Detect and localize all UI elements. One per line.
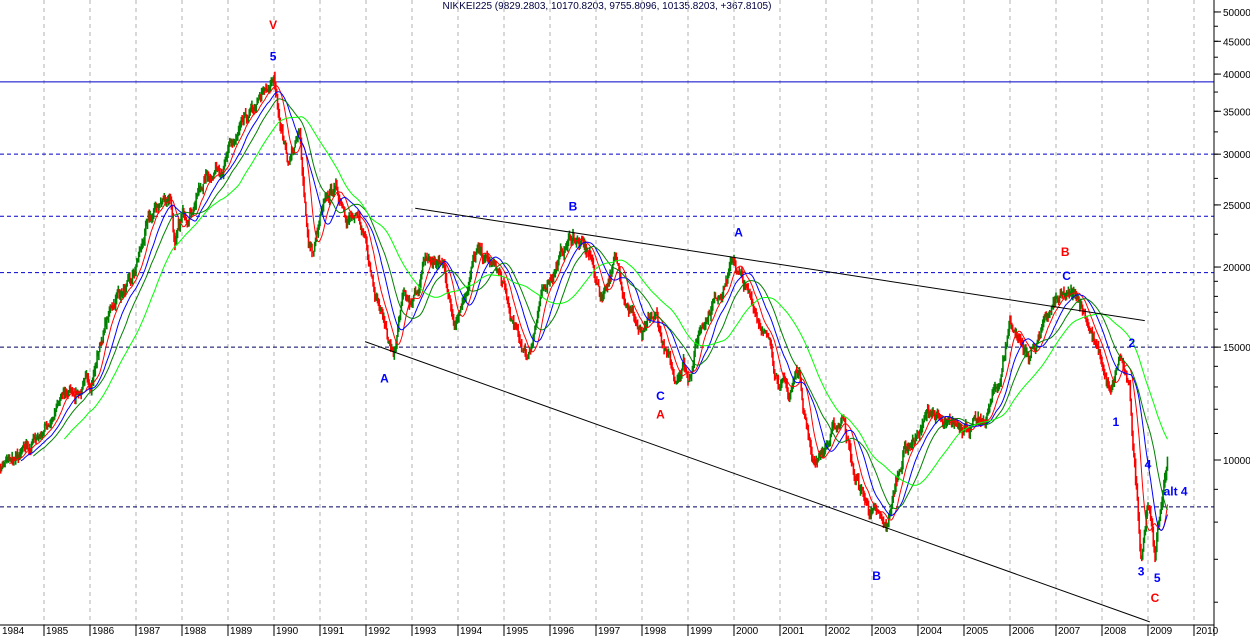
x-tick-label: 2006: [1012, 626, 1035, 636]
x-tick-label: 1999: [690, 626, 713, 636]
wave-label: B: [1061, 245, 1070, 259]
y-tick-label: 20000: [1223, 263, 1250, 274]
x-tick-label: 1991: [322, 626, 345, 636]
x-tick-label: 2008: [1104, 626, 1127, 636]
chart-title: NIKKEI225 (9829.2803, 10170.8203, 9755.8…: [442, 1, 772, 12]
trendline-upper: [415, 207, 1145, 322]
y-tick-label: 45000: [1223, 37, 1250, 48]
wave-label: V: [269, 18, 277, 32]
wave-label: 1: [1112, 415, 1119, 429]
wave-label: C: [1062, 269, 1071, 283]
wave-label: A: [656, 408, 665, 422]
x-tick-label: 2004: [920, 626, 943, 636]
wave-label: B: [872, 569, 881, 583]
y-tick-label: 35000: [1223, 107, 1250, 118]
x-tick-label: 2001: [782, 626, 805, 636]
wave-label: 5: [1154, 571, 1161, 585]
wave-label: alt 4: [1164, 485, 1188, 499]
x-tick-label: 1992: [368, 626, 391, 636]
x-tick-label: 2000: [736, 626, 759, 636]
x-tick-label: 1985: [46, 626, 69, 636]
x-tick-label: 1984: [2, 626, 25, 636]
wave-label: 5: [270, 49, 277, 63]
wave-label: C: [656, 389, 665, 403]
x-tick-label: 1990: [276, 626, 299, 636]
x-tick-label: 2002: [828, 626, 851, 636]
moving-average-line: [63, 116, 1168, 486]
trendline-lower: [364, 341, 1151, 623]
x-tick-label: 2007: [1058, 626, 1081, 636]
x-tick-label: 1993: [414, 626, 437, 636]
x-tick-label: 1998: [644, 626, 667, 636]
moving-averages: [9, 85, 1168, 532]
x-tick-label: 1997: [598, 626, 621, 636]
trendlines: [364, 207, 1151, 623]
y-tick-label: 15000: [1223, 343, 1250, 354]
y-tick-label: 40000: [1223, 70, 1250, 81]
x-tick-label: 1988: [184, 626, 207, 636]
grid: [43, 0, 1195, 625]
moving-average-line: [9, 85, 1168, 532]
y-tick-label: 10000: [1223, 456, 1250, 467]
x-tick-label: 1986: [92, 626, 115, 636]
y-tick-label: 50000: [1223, 8, 1250, 19]
price-bars: [0, 71, 1169, 563]
wave-label: 3: [1138, 565, 1145, 579]
wave-label: 4: [1145, 457, 1152, 471]
y-tick-label: 30000: [1223, 150, 1250, 161]
wave-label: A: [380, 372, 389, 386]
moving-average-line: [20, 91, 1168, 531]
moving-average-line: [33, 98, 1168, 511]
x-tick-label: 2005: [966, 626, 989, 636]
y-tick-label: 25000: [1223, 201, 1250, 212]
x-tick-label: 2003: [874, 626, 897, 636]
wave-label: 2: [1129, 336, 1136, 350]
x-tick-label: 1996: [552, 626, 575, 636]
x-tick-label: 2010: [1196, 626, 1219, 636]
wave-label: A: [734, 226, 743, 240]
x-tick-label: 1994: [460, 626, 483, 636]
x-tick-label: 1987: [138, 626, 161, 636]
x-tick-label: 1989: [230, 626, 253, 636]
x-tick-label: 2009: [1150, 626, 1173, 636]
wave-label: C: [1151, 591, 1160, 605]
wave-label: B: [569, 200, 578, 214]
x-tick-label: 1995: [506, 626, 529, 636]
